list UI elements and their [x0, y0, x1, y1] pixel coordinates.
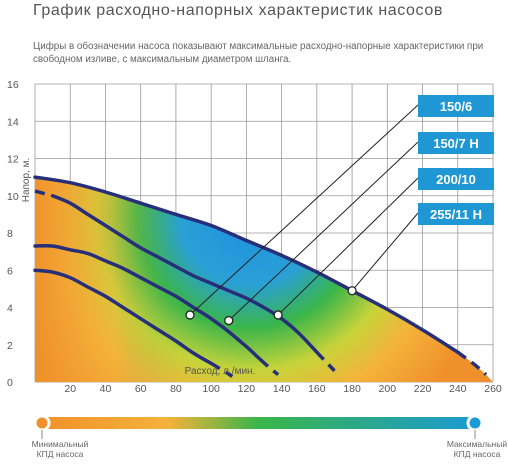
pump-label-box	[418, 168, 494, 190]
legend-gradient-bar	[36, 417, 480, 429]
chart-title: График расходно-напорных характеристик н…	[33, 2, 443, 19]
y-axis-ticks: 0 2 4 6 8 10 12 14 16	[7, 79, 19, 389]
x-tick-label: 220	[414, 383, 432, 395]
x-tick-label: 140	[273, 383, 291, 395]
x-axis-ticks: 20 40 60 80 100 120 140 160 180 200 220 240 260	[64, 383, 502, 395]
legend-max-line2: КПД насоса	[453, 449, 501, 459]
x-tick-label: 60	[135, 383, 147, 395]
legend-max-marker	[466, 414, 484, 432]
y-tick-label: 16	[7, 79, 19, 91]
legend-min-line1: Минимальный	[31, 439, 89, 449]
pump-curve-1	[33, 268, 213, 366]
leader-line	[351, 212, 419, 292]
pump-label-text: 200/10	[436, 172, 476, 187]
pump-curve-4	[33, 175, 460, 354]
x-tick-label: 180	[343, 383, 361, 395]
x-tick-label: 240	[449, 383, 467, 395]
pump-label-box	[418, 203, 494, 225]
y-tick-label: 6	[7, 265, 13, 277]
y-tick-label: 4	[7, 303, 13, 315]
leader-marker	[185, 310, 195, 320]
leader-marker	[273, 310, 283, 320]
pump-label-text: 150/6	[440, 99, 473, 114]
y-tick-label: 14	[7, 116, 19, 128]
y-tick-label: 10	[7, 191, 19, 203]
legend-min-marker	[33, 414, 51, 432]
legend-max-label: Максимальный КПД насоса	[432, 439, 508, 459]
efficiency-legend	[33, 414, 484, 439]
y-tick-label: 8	[7, 228, 13, 240]
pump-curve-3-tail	[315, 350, 336, 373]
pump-curve-3	[50, 194, 319, 354]
efficiency-area	[35, 177, 493, 382]
leader-line	[228, 141, 419, 321]
x-tick-label: 20	[64, 383, 76, 395]
x-tick-label: 100	[202, 383, 220, 395]
legend-max-line1: Максимальный	[446, 439, 508, 449]
pump-curve-4-tail	[456, 350, 488, 376]
leader-marker	[224, 315, 234, 326]
pump-curve-1-tail	[210, 361, 234, 378]
x-tick-label: 200	[379, 383, 397, 395]
pump-curve-3-lead	[34, 189, 50, 197]
x-tick-label: 80	[170, 383, 182, 395]
legend-min-label: Минимальный КПД насоса	[15, 439, 105, 459]
leader-line	[277, 177, 419, 316]
x-tick-label: 40	[100, 383, 112, 395]
x-axis-label: Расход, л./мин.	[185, 366, 256, 377]
pump-curve-2	[33, 243, 263, 362]
x-tick-label: 120	[238, 383, 256, 395]
pump-label-text: 150/7 H	[433, 136, 479, 151]
y-tick-label: 0	[7, 377, 13, 389]
leader-line	[189, 104, 419, 316]
pump-labels: 150/6 150/7 H 200/10 255/11 H	[418, 95, 494, 225]
pump-label-box	[418, 95, 494, 117]
pump-curve-2-tail	[259, 358, 280, 376]
y-tick-label: 12	[7, 154, 19, 166]
legend-min-line2: КПД насоса	[36, 449, 84, 459]
chart-subtitle: Цифры в обозначении насоса показывают ма…	[33, 41, 484, 65]
pump-curves	[33, 175, 488, 378]
label-leaders	[185, 104, 419, 326]
x-tick-label: 260	[484, 383, 502, 395]
leader-marker	[347, 286, 357, 296]
pump-label-text: 255/11 H	[430, 207, 482, 222]
y-tick-label: 2	[7, 340, 13, 352]
y-axis-label: Напор, м.	[21, 158, 32, 203]
x-tick-label: 160	[308, 383, 326, 395]
pump-label-box	[418, 132, 494, 154]
